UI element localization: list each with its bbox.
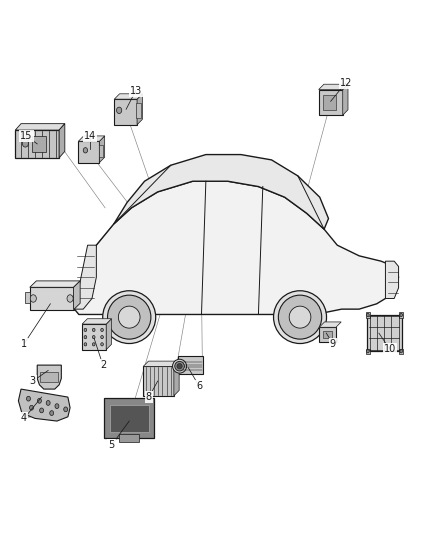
Circle shape: [67, 295, 73, 302]
Bar: [143, 367, 174, 395]
Ellipse shape: [173, 359, 187, 373]
Circle shape: [101, 343, 103, 346]
Text: 5: 5: [109, 440, 115, 450]
Bar: [104, 399, 154, 438]
Ellipse shape: [289, 306, 311, 328]
Circle shape: [55, 404, 59, 408]
Bar: [136, 103, 141, 118]
Bar: [119, 434, 139, 442]
Ellipse shape: [118, 306, 140, 328]
Circle shape: [367, 350, 369, 353]
Circle shape: [367, 313, 369, 317]
Bar: [110, 405, 149, 432]
Bar: [323, 331, 332, 338]
Polygon shape: [106, 319, 111, 350]
Polygon shape: [114, 94, 142, 99]
Polygon shape: [114, 155, 328, 229]
Polygon shape: [82, 319, 111, 324]
Bar: [367, 315, 402, 351]
Ellipse shape: [102, 290, 155, 343]
Polygon shape: [15, 124, 65, 130]
Circle shape: [46, 401, 50, 405]
Text: 14: 14: [84, 131, 96, 141]
Bar: [30, 287, 74, 310]
Polygon shape: [74, 181, 399, 314]
Circle shape: [84, 328, 87, 332]
Bar: [319, 90, 343, 115]
Text: 8: 8: [146, 392, 152, 402]
Bar: [25, 292, 30, 303]
Polygon shape: [385, 261, 399, 298]
Circle shape: [64, 407, 67, 411]
Circle shape: [29, 405, 34, 410]
Bar: [32, 136, 46, 152]
Polygon shape: [137, 94, 142, 125]
Circle shape: [400, 350, 403, 353]
Ellipse shape: [279, 295, 321, 339]
Polygon shape: [78, 136, 105, 141]
Circle shape: [39, 408, 43, 413]
Text: 9: 9: [330, 339, 336, 349]
Bar: [78, 141, 99, 163]
Bar: [15, 130, 59, 158]
Text: 2: 2: [100, 360, 106, 370]
Ellipse shape: [175, 361, 184, 371]
Bar: [399, 349, 403, 354]
Bar: [178, 356, 202, 374]
Polygon shape: [319, 84, 348, 90]
Text: 6: 6: [196, 382, 202, 391]
Circle shape: [92, 343, 95, 346]
Circle shape: [27, 397, 31, 401]
Polygon shape: [74, 281, 80, 310]
Polygon shape: [30, 281, 80, 287]
Polygon shape: [174, 361, 179, 395]
Bar: [399, 312, 403, 318]
Circle shape: [84, 343, 87, 346]
Polygon shape: [74, 245, 96, 309]
Polygon shape: [59, 124, 65, 158]
Bar: [99, 145, 103, 157]
Polygon shape: [99, 136, 105, 163]
Polygon shape: [343, 84, 348, 115]
Circle shape: [30, 295, 36, 302]
Ellipse shape: [273, 290, 327, 343]
Circle shape: [84, 336, 87, 339]
Circle shape: [400, 313, 403, 317]
Bar: [82, 324, 106, 350]
Circle shape: [49, 410, 53, 416]
Text: 1: 1: [21, 339, 27, 349]
Circle shape: [92, 328, 95, 332]
Bar: [323, 95, 336, 110]
Text: 15: 15: [20, 131, 32, 141]
Circle shape: [92, 336, 95, 339]
Ellipse shape: [177, 364, 182, 369]
Polygon shape: [319, 322, 341, 327]
Bar: [319, 327, 336, 342]
Bar: [40, 372, 58, 382]
Polygon shape: [18, 389, 70, 421]
Text: 12: 12: [340, 78, 352, 87]
Circle shape: [101, 328, 103, 332]
Circle shape: [38, 399, 41, 403]
Circle shape: [83, 148, 88, 153]
Ellipse shape: [107, 295, 151, 339]
Bar: [366, 312, 370, 318]
Text: 10: 10: [384, 344, 396, 354]
Polygon shape: [143, 361, 179, 367]
Circle shape: [22, 140, 28, 147]
Circle shape: [101, 336, 103, 339]
Text: 4: 4: [21, 414, 27, 423]
Text: 13: 13: [130, 86, 142, 95]
Text: 3: 3: [30, 376, 36, 386]
Bar: [366, 349, 370, 354]
Polygon shape: [37, 365, 61, 389]
Circle shape: [117, 107, 122, 114]
Bar: [114, 99, 137, 125]
